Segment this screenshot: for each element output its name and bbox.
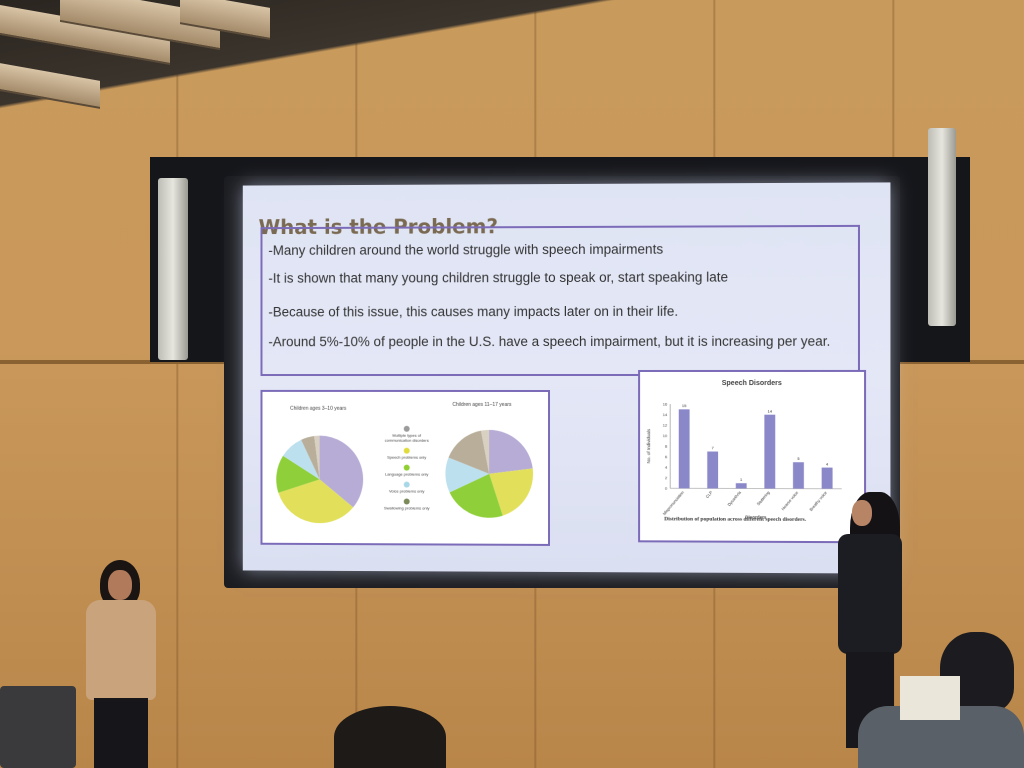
bar-chart-caption: Distribution of population across differ… [664, 516, 856, 523]
trash-bin [0, 686, 76, 768]
table [900, 676, 960, 720]
x-tick-label: CLP [705, 490, 714, 499]
y-tick-label: 6 [665, 454, 668, 459]
bar-value-label: 5 [797, 456, 800, 461]
legend-item: Language problems only [379, 465, 435, 477]
legend-label: Multiple types of communication disorder… [379, 433, 435, 443]
bar-value-label: 14 [768, 409, 773, 414]
bar [793, 462, 804, 488]
bar-chart-title: Speech Disorders [640, 380, 864, 387]
y-tick-label: 4 [665, 465, 668, 470]
x-tick-label: Mispronunciation [662, 490, 685, 516]
x-tick-label: Dysarthria [726, 489, 742, 507]
bar-value-label: 7 [712, 445, 714, 450]
x-tick-label: Hoarse voice [780, 489, 800, 511]
legend-swatch [404, 448, 410, 454]
speaker-right [928, 128, 956, 326]
pie-right-slice [489, 430, 533, 474]
legend-label: Language problems only [379, 472, 435, 477]
pie-right [442, 426, 536, 526]
bar-chart-panel: Speech Disorders 0 2 4 6 8 10 12 14 16 No. of Ind… [638, 370, 866, 543]
bullets-box: -Many children around the world struggle… [261, 225, 860, 376]
legend-swatch [404, 465, 410, 471]
legend-swatch [404, 499, 410, 505]
pie-right-title: Children ages 11–17 years [452, 402, 511, 408]
legend-label: Speech problems only [379, 455, 435, 460]
legend-item: Voice problems only [379, 482, 435, 494]
bullet-1: -Many children around the world struggle… [268, 242, 663, 258]
bar-value-label: 1 [740, 477, 743, 482]
speaker-left [158, 178, 188, 360]
bullet-3: -Because of this issue, this causes many… [268, 304, 678, 320]
bar-chart: 0246810121416No. of Individuals15Mispron… [640, 388, 864, 521]
y-tick-label: 10 [663, 433, 668, 438]
pie-left [274, 432, 365, 530]
legend-item: Multiple types of communication disorder… [379, 426, 435, 443]
bar [707, 452, 718, 489]
bullet-2: -It is shown that many young children st… [268, 270, 728, 286]
legend-swatch [404, 482, 410, 488]
x-tick-label: Stuttering [756, 490, 771, 506]
y-tick-label: 2 [665, 475, 667, 480]
presenter-left [82, 560, 158, 768]
pie-left-title: Children ages 3–10 years [290, 406, 346, 412]
bar [822, 468, 833, 489]
legend-label: Voice problems only [379, 488, 435, 493]
legend-item: Speech problems only [379, 448, 435, 460]
y-axis-label: No. of Individuals [646, 428, 651, 463]
y-tick-label: 14 [663, 412, 668, 417]
bar-value-label: 15 [682, 403, 687, 408]
audience-head [334, 706, 446, 768]
legend-swatch [404, 426, 410, 432]
y-tick-label: 0 [665, 486, 668, 491]
y-tick-label: 12 [663, 423, 667, 428]
legend-item: Swallowing problems only [379, 498, 435, 510]
y-tick-label: 16 [663, 402, 668, 407]
bar-value-label: 4 [826, 462, 829, 467]
x-tick-label: Breathy voice [808, 490, 828, 512]
bullet-4: -Around 5%-10% of people in the U.S. hav… [268, 334, 830, 350]
legend-label: Swallowing problems only [379, 505, 435, 510]
projection-screen: What is the Problem? -Many children arou… [243, 182, 891, 573]
bar [679, 409, 690, 488]
bar [764, 415, 775, 489]
pie-chart-panel: Children ages 3–10 years Children ages 1… [261, 390, 551, 546]
bar [736, 483, 747, 488]
y-tick-label: 8 [665, 444, 668, 449]
pie-legend: Multiple types of communication disorder… [379, 426, 435, 516]
